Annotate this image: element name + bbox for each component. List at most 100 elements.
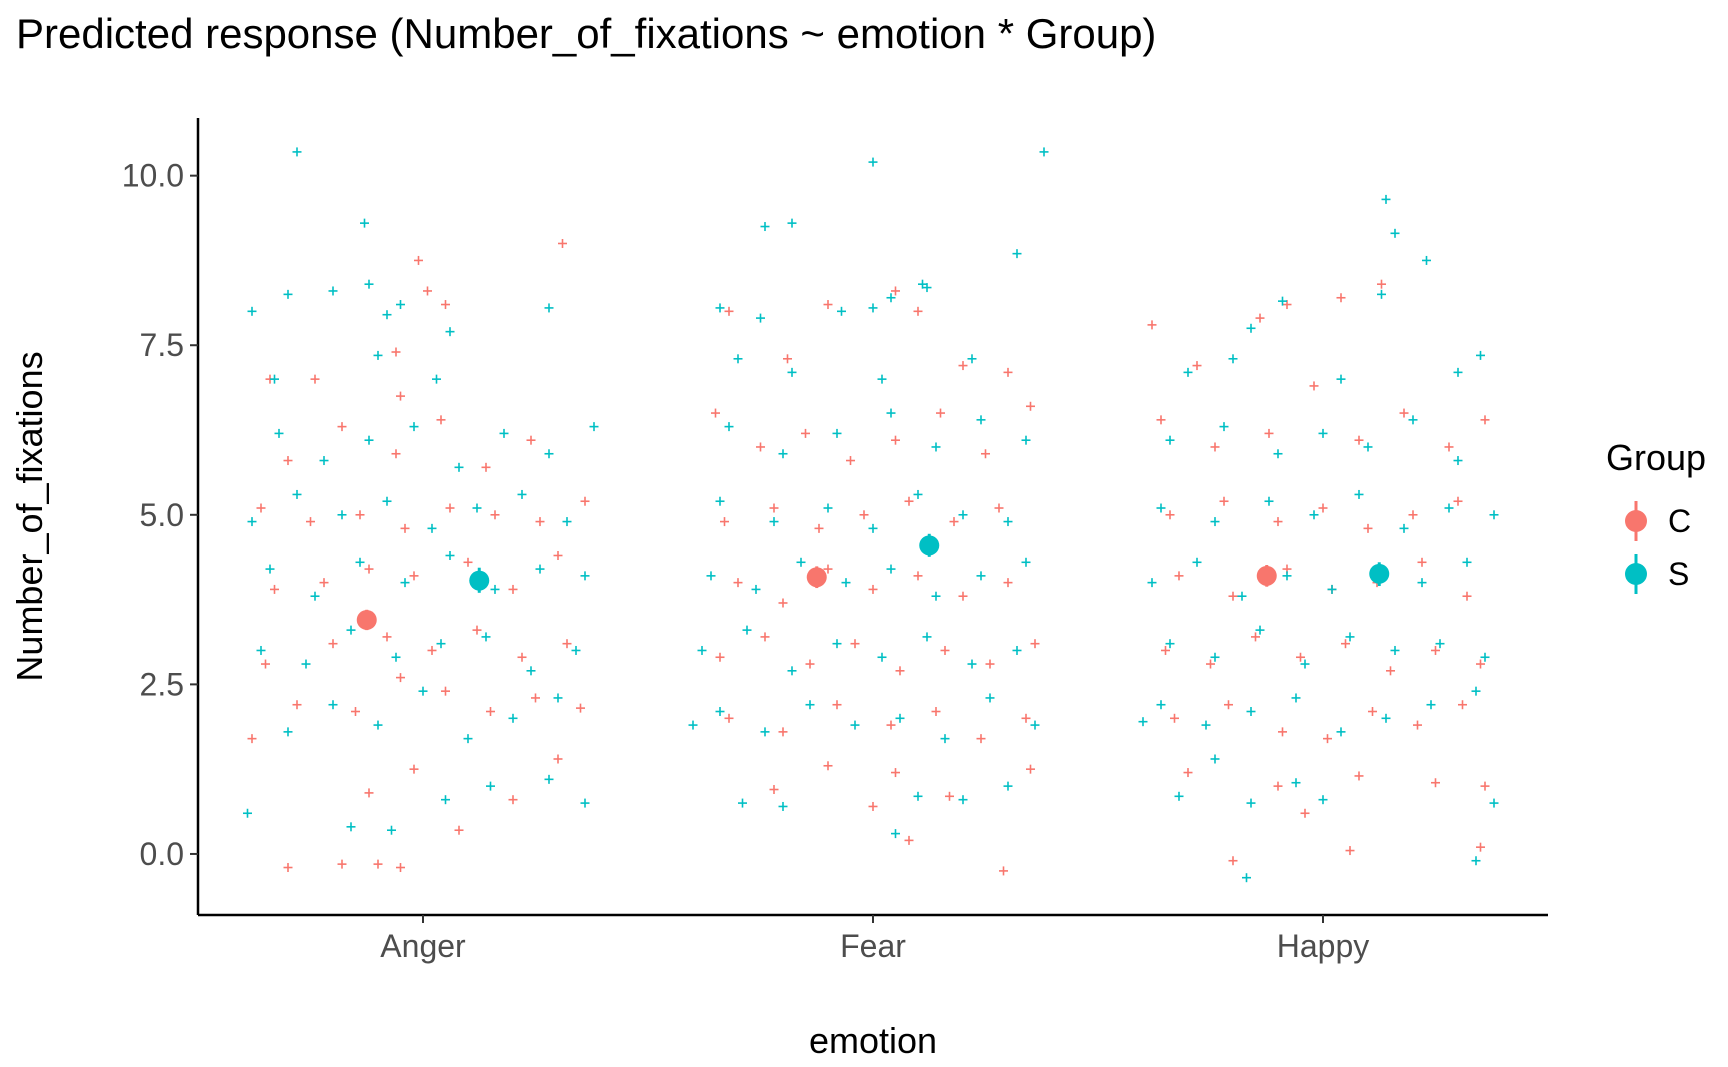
raw-point-s [688,720,698,730]
raw-point-s [1390,645,1400,655]
raw-point-s [958,510,968,520]
raw-point-c [1026,401,1035,411]
raw-point-c [1480,415,1490,425]
raw-point-c [445,503,455,513]
raw-point-c [1336,293,1346,303]
raw-point-s [756,313,765,323]
raw-point-c [1278,727,1287,737]
raw-point-s [1462,557,1472,567]
raw-point-c [396,391,405,401]
raw-point-c [720,517,729,527]
raw-point-c [414,255,423,265]
raw-point-c [1210,442,1220,452]
raw-point-s [769,517,779,527]
raw-point-s [589,422,599,432]
raw-point-c [310,374,320,384]
raw-point-s [1012,645,1022,655]
raw-point-c [891,768,900,778]
raw-point-s [292,489,302,499]
raw-point-c [337,422,347,432]
raw-point-s [472,503,482,513]
raw-point-s [283,289,293,299]
raw-point-s [1336,374,1346,384]
raw-point-c [1444,442,1454,452]
raw-point-s [1219,422,1229,432]
raw-point-s [1408,415,1418,425]
raw-point-c [562,639,572,649]
raw-point-c [1183,768,1193,778]
raw-point-c [580,496,590,506]
raw-point-s [796,557,806,567]
raw-point-s [373,720,383,730]
legend-item-c: C [1625,501,1691,541]
legend-key-dot [1625,563,1647,585]
raw-point-c [1476,842,1485,852]
raw-point-s [1201,720,1211,730]
raw-point-s [391,652,401,662]
raw-point-s [778,801,788,811]
raw-point-s [526,666,536,676]
raw-point-c [1251,632,1260,642]
raw-point-s [571,645,581,655]
raw-point-s [1246,707,1256,717]
raw-point-s [1417,578,1427,588]
raw-point-s [922,283,932,293]
x-axis-ticks: Anger Fear Happy [380,915,1369,964]
raw-point-c [1399,408,1409,418]
raw-point-s [976,571,986,581]
raw-point-c [1165,510,1175,520]
raw-point-c [1156,415,1166,425]
x-tick-label-happy: Happy [1277,928,1370,964]
raw-point-s [868,157,878,167]
raw-point-s [319,456,329,466]
raw-point-s [247,517,257,527]
raw-point-c [814,523,824,533]
raw-point-c [1431,778,1440,788]
raw-point-c [396,863,405,873]
raw-point-s [1030,720,1040,730]
raw-point-c [1300,808,1310,818]
raw-point-s [373,350,383,360]
raw-point-c [1323,734,1332,744]
raw-point-c [1413,720,1422,730]
raw-point-s [976,415,986,425]
raw-point-c [558,238,567,248]
raw-point-c [823,300,833,310]
legend-items: CS [1625,501,1691,594]
raw-point-s [1228,354,1238,364]
raw-point-c [481,462,491,472]
raw-point-s [1210,754,1220,764]
raw-point-c [382,632,392,642]
raw-point-s [1282,571,1292,581]
raw-point-s [922,632,932,642]
legend-label: C [1668,503,1691,539]
raw-point-s [877,374,887,384]
raw-point-s [886,564,896,574]
y-tick-label: 5.0 [140,497,184,533]
raw-point-s [832,639,842,649]
raw-point-c [508,584,518,594]
raw-point-c [1345,846,1355,856]
raw-point-c [306,517,315,527]
raw-point-s [832,428,842,438]
raw-point-s [886,408,896,418]
raw-point-s [1318,795,1328,805]
raw-point-s [1165,639,1175,649]
x-tick-label-fear: Fear [840,928,906,964]
raw-point-s [265,564,275,574]
raw-point-c [891,286,900,296]
raw-point-c [1377,279,1386,289]
raw-point-s [1390,228,1400,238]
raw-point-c [1363,523,1373,533]
raw-point-s [364,435,374,445]
raw-point-c [409,764,419,774]
raw-point-s [877,652,887,662]
raw-point-s [535,564,545,574]
raw-point-c [364,788,374,798]
raw-point-c [945,791,954,801]
raw-point-c [1417,557,1427,567]
raw-point-c [805,659,815,669]
raw-point-s [1156,503,1166,513]
raw-point-s [1210,517,1220,527]
raw-point-c [292,700,302,710]
